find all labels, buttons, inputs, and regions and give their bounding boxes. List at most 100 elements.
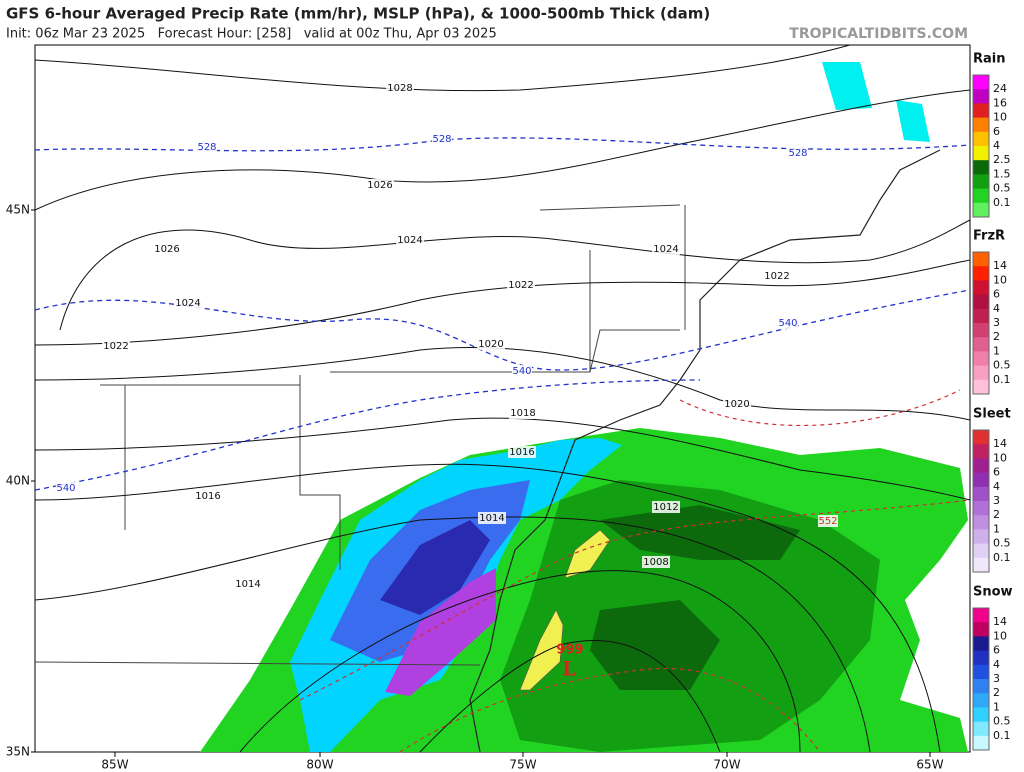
thickness-warm	[299, 389, 971, 753]
legend-swatch	[973, 188, 989, 204]
legend-title: Sleet	[973, 407, 1011, 422]
isobar-label: 1022	[103, 341, 128, 352]
legend-swatch	[973, 557, 989, 573]
isobar-label: 1016	[195, 491, 220, 502]
legend-label: 1	[993, 522, 1000, 535]
legend-swatch	[973, 160, 989, 175]
coastline	[469, 149, 941, 753]
label-bg	[153, 243, 181, 255]
legend-label: 3	[993, 316, 1000, 329]
legend-frame	[972, 74, 990, 218]
label-bg	[174, 297, 202, 309]
legend-label: 4	[993, 302, 1000, 315]
legend-label: 2	[993, 330, 1000, 343]
legend-label: 4	[993, 658, 1000, 671]
label-bg	[723, 398, 751, 410]
legend-frame	[972, 251, 990, 395]
legend-swatch	[973, 636, 989, 652]
legend-label: 0.1	[993, 373, 1011, 386]
rain-ne	[822, 62, 930, 142]
isobar-label: 1014	[479, 513, 504, 524]
label-bg	[432, 133, 452, 145]
legend-label: 2	[993, 686, 1000, 699]
legend-label: 6	[993, 288, 1000, 301]
legend-label: 16	[993, 96, 1007, 109]
legend-label: 0.5	[993, 182, 1011, 195]
isobar-label: 1024	[175, 298, 200, 309]
label-bg	[56, 482, 76, 494]
lon-label: 75W	[509, 758, 536, 772]
legend-label: 3	[993, 494, 1000, 507]
isobar-label: 1026	[367, 180, 392, 191]
label-bg	[818, 515, 838, 527]
label-bg	[652, 243, 680, 255]
legend-swatch	[973, 622, 989, 637]
legend-swatch	[973, 131, 989, 147]
isobar-label: 1024	[397, 235, 422, 246]
legend-swatch	[973, 294, 989, 310]
low-symbol: L	[562, 657, 576, 681]
map-area	[34, 44, 971, 753]
label-bg	[478, 512, 506, 524]
lon-label: 70W	[713, 758, 740, 772]
label-bg	[509, 407, 537, 419]
label-bg	[194, 490, 222, 502]
legend-swatch	[973, 707, 989, 723]
legend-swatch	[973, 444, 989, 459]
label-bg	[234, 578, 262, 590]
isobars	[34, 44, 971, 753]
legend-swatch	[973, 650, 989, 666]
legend-swatch	[973, 117, 989, 133]
snow-heavy	[380, 520, 490, 615]
rain-heavy	[590, 505, 800, 690]
legend-swatch	[973, 146, 989, 161]
legend-label: 6	[993, 466, 1000, 479]
legend-swatch	[973, 379, 989, 395]
legend-title: FrzR	[973, 229, 1005, 244]
isobar-label: 1012	[653, 502, 678, 513]
title: GFS 6-hour Averaged Precip Rate (mm/hr),…	[6, 5, 710, 23]
legend-label: 10	[993, 111, 1007, 124]
label-bg	[512, 365, 532, 377]
legend-swatch	[973, 280, 989, 296]
legend-swatch	[973, 501, 989, 516]
legend-label: 14	[993, 437, 1007, 450]
low-pressure: 999	[556, 643, 583, 658]
thickness-label: 528	[432, 134, 451, 145]
legend-swatch	[973, 472, 989, 488]
label-bg	[366, 179, 394, 191]
legend-label: 0.1	[993, 729, 1011, 742]
legend-swatch	[973, 515, 989, 530]
label-bg	[508, 446, 536, 458]
isobar-label: 1022	[764, 271, 789, 282]
label-bg	[102, 340, 130, 352]
legend-title: Rain	[973, 52, 1006, 67]
legend-label: 0.1	[993, 196, 1011, 209]
legend-swatch	[973, 308, 989, 324]
legend-label: 10	[993, 273, 1007, 286]
legend-label: 1	[993, 344, 1000, 357]
legend-swatch	[973, 351, 989, 367]
legend-frame	[972, 607, 990, 751]
legend-title: Snow	[973, 585, 1013, 600]
label-bg	[642, 556, 670, 568]
legend-swatch	[973, 337, 989, 352]
label-bg	[197, 141, 217, 153]
legend-label: 1	[993, 700, 1000, 713]
legend-swatch	[973, 174, 989, 190]
isobar-label: 1008	[643, 557, 668, 568]
label-bg	[386, 82, 414, 94]
legend-swatch	[973, 721, 989, 737]
lat-label: 45N	[6, 203, 30, 217]
legend-swatch	[973, 458, 989, 474]
thickness-label: 528	[197, 142, 216, 153]
legend-swatch	[973, 664, 989, 680]
legend-swatch	[973, 543, 989, 559]
subtitle: Init: 06z Mar 23 2025 Forecast Hour: [25…	[6, 27, 497, 42]
legend-swatch	[973, 252, 989, 267]
legend-label: 0.5	[993, 537, 1011, 550]
legend-label: 0.1	[993, 551, 1011, 564]
legend-swatch	[973, 323, 989, 338]
